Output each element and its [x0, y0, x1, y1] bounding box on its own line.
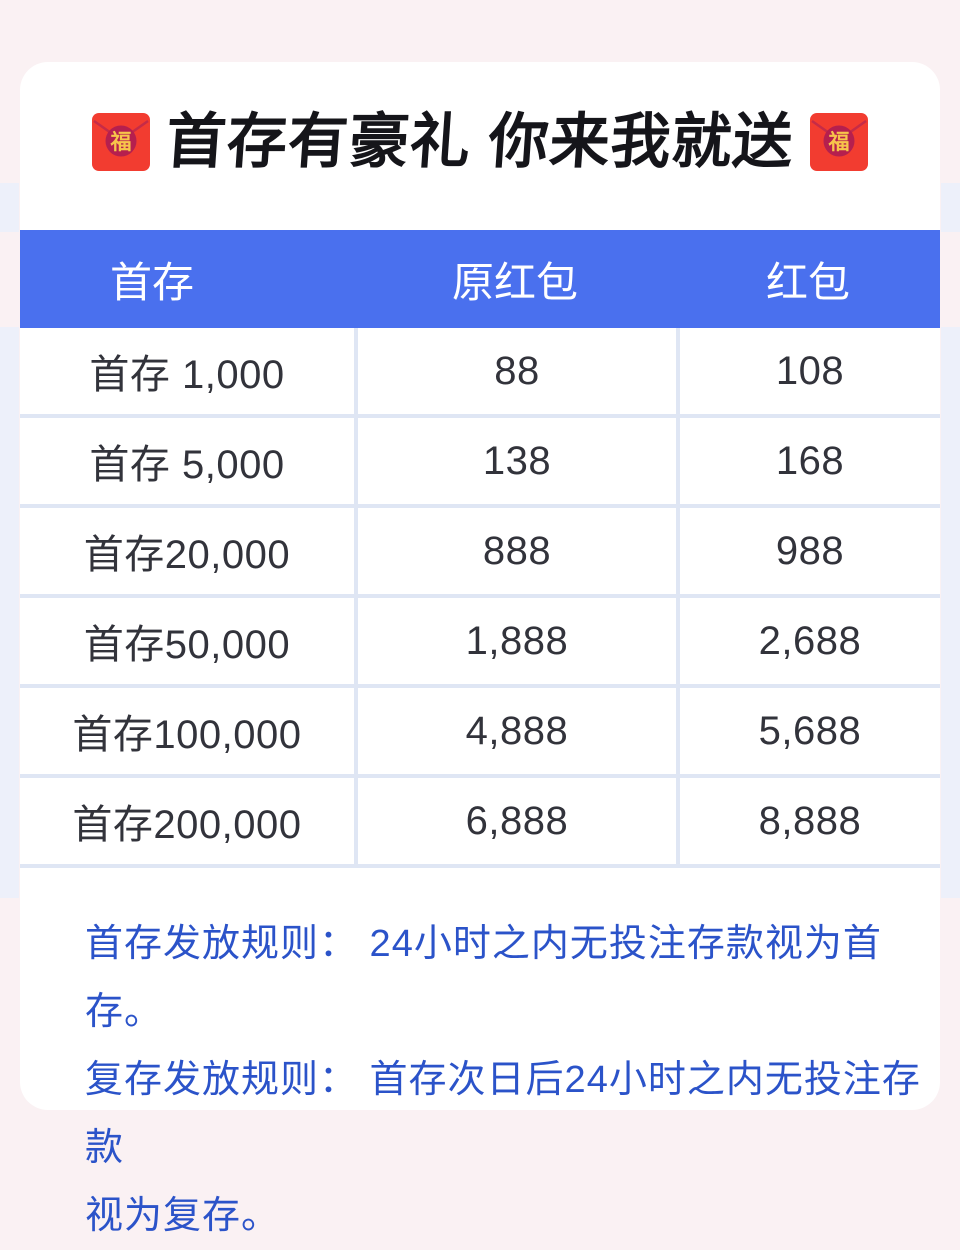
table-row: 首存 5,000 138 168	[20, 418, 940, 508]
rule-line-2: 复存发放规则： 首存次日后24小时之内无投注存款	[85, 1059, 921, 1169]
right-background-strip-top	[941, 183, 960, 232]
table-header-row: 首存 原红包 红包	[20, 230, 940, 328]
table-row: 首存100,000 4,888 5,688	[20, 688, 940, 778]
page-background: { "page": { "title": "首存有豪礼 你来我就送", "env…	[0, 62, 960, 1237]
page-title: 首存有豪礼 你来我就送	[163, 108, 797, 175]
table-row: 首存 1,000 88 108	[20, 328, 940, 418]
bonus-cell: 108	[675, 328, 940, 414]
deposit-cell: 首存 1,000	[89, 353, 285, 397]
bonus-cell: 988	[675, 508, 940, 594]
rule-line-1: 首存发放规则： 24小时之内无投注存款视为首存。	[85, 923, 882, 1033]
table-row: 首存50,000 1,888 2,688	[20, 598, 940, 688]
original-bonus-cell: 4,888	[353, 688, 676, 774]
header-bonus: 红包	[765, 258, 850, 306]
table-row: 首存20,000 888 988	[20, 508, 940, 598]
left-background-strip-bottom	[0, 327, 19, 898]
bonus-cell: 168	[675, 418, 940, 504]
original-bonus-cell: 1,888	[353, 598, 676, 684]
red-envelope-right-icon: 福	[809, 113, 868, 171]
deposit-cell: 首存200,000	[72, 803, 302, 847]
promo-card: 福 首存有豪礼 你来我就送 福 首存 原红包 红包 首存 1,000 88 10…	[20, 62, 940, 1237]
original-bonus-cell: 888	[353, 508, 676, 594]
title-row: 福 首存有豪礼 你来我就送 福	[20, 108, 940, 175]
bonus-cell: 5,688	[675, 688, 940, 774]
deposit-cell: 首存20,000	[83, 533, 291, 577]
rule-line-3: 视为复存。	[85, 1195, 281, 1237]
table-row: 首存200,000 6,888 8,888	[20, 778, 940, 868]
fu-character: 福	[110, 131, 132, 154]
header-original-bonus: 原红包	[451, 258, 578, 306]
red-envelope-left-icon: 福	[92, 113, 151, 171]
original-bonus-cell: 88	[353, 328, 676, 414]
deposit-cell: 首存50,000	[83, 623, 291, 667]
header-deposit: 首存	[110, 258, 195, 306]
original-bonus-cell: 6,888	[353, 778, 676, 864]
fu-character: 福	[827, 131, 849, 154]
deposit-cell: 首存 5,000	[89, 443, 285, 487]
right-background-strip-bottom	[941, 327, 960, 898]
left-background-strip-top	[0, 183, 19, 232]
bonus-cell: 2,688	[675, 598, 940, 684]
original-bonus-cell: 138	[353, 418, 676, 504]
bonus-table: 首存 原红包 红包 首存 1,000 88 108 首存 5,000 138 1…	[20, 230, 940, 868]
rules-section: 首存发放规则： 24小时之内无投注存款视为首存。 复存发放规则： 首存次日后24…	[85, 910, 940, 1250]
bonus-cell: 8,888	[675, 778, 940, 864]
deposit-cell: 首存100,000	[72, 713, 302, 757]
